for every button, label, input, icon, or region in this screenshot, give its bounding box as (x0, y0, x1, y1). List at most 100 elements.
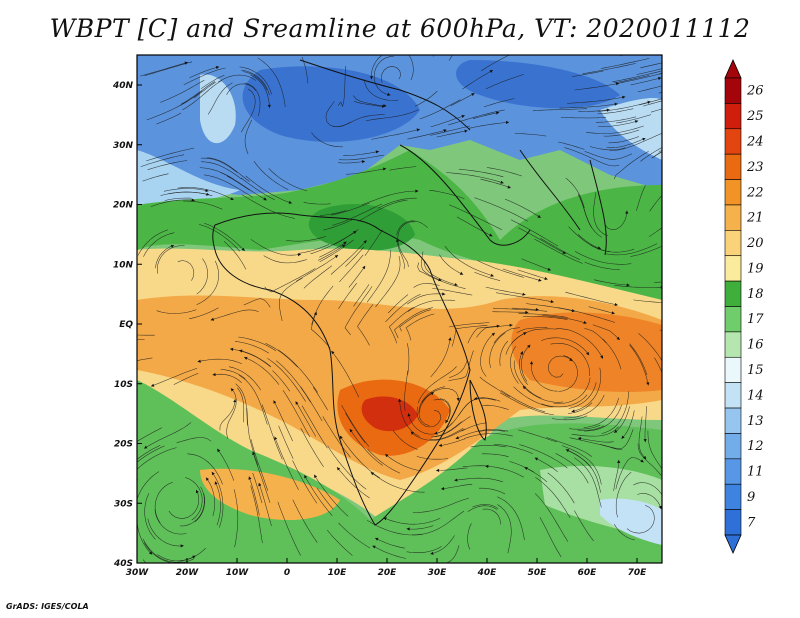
streamline (616, 114, 652, 124)
streamline (339, 254, 364, 282)
streamline (143, 542, 195, 563)
streamline-arrow (658, 76, 662, 81)
streamline-arrow (489, 70, 493, 73)
streamline (250, 239, 302, 256)
streamline (331, 350, 360, 398)
streamline (392, 430, 418, 450)
streamline (333, 230, 357, 246)
streamline (311, 132, 343, 148)
streamline (187, 453, 223, 485)
streamline (519, 351, 528, 385)
streamline (637, 85, 662, 93)
streamline (454, 477, 504, 483)
streamline (499, 392, 554, 416)
streamline (375, 256, 401, 308)
streamline (245, 175, 292, 204)
streamline (659, 73, 662, 75)
streamline (226, 388, 237, 439)
streamline-arrow (621, 435, 625, 439)
streamline (404, 370, 408, 411)
streamline (449, 322, 490, 328)
streamline (367, 449, 401, 474)
streamline (430, 337, 451, 378)
streamline-arrow (625, 210, 629, 214)
streamline (303, 265, 333, 289)
streamline (440, 398, 451, 424)
streamline (563, 394, 605, 419)
streamline (343, 151, 380, 156)
streamline (380, 66, 402, 83)
streamline (405, 313, 435, 341)
streamline-arrow (206, 192, 210, 196)
streamline-arrow (500, 180, 504, 184)
streamline (239, 66, 272, 95)
streamline (143, 422, 192, 449)
streamline (137, 445, 165, 463)
streamline (237, 387, 245, 423)
streamline (137, 357, 153, 361)
streamline (258, 482, 272, 527)
streamline (389, 166, 417, 171)
streamline-arrow (170, 244, 175, 248)
streamline-arrow (244, 356, 248, 360)
streamline (407, 293, 446, 305)
streamline-arrow (507, 185, 511, 189)
streamline (137, 444, 161, 460)
streamline (274, 436, 299, 491)
streamline (146, 147, 195, 162)
map-plot-area (137, 45, 662, 563)
streamline (313, 474, 349, 517)
streamline (277, 501, 301, 556)
streamline (223, 240, 247, 270)
streamline (626, 505, 655, 534)
streamline (541, 337, 590, 356)
streamline-arrow (562, 250, 566, 254)
streamline-arrow (658, 505, 662, 510)
streamline (659, 329, 662, 331)
streamline (636, 68, 662, 75)
streamline-arrow (214, 481, 218, 485)
colorbar-arrow-bottom (724, 534, 742, 554)
streamline (226, 175, 251, 191)
streamline (621, 410, 635, 439)
lon-tick-label: 30W (126, 568, 150, 578)
colorbar-label: 22 (746, 185, 764, 200)
streamline (241, 88, 256, 133)
lat-tick-label: 40S (113, 559, 133, 569)
colorbar-swatch (724, 356, 742, 383)
streamline (505, 332, 527, 355)
streamline (605, 243, 658, 256)
streamline-arrow (295, 401, 299, 405)
streamline-arrow (337, 467, 341, 471)
streamline (597, 108, 634, 115)
streamline-arrow (614, 429, 618, 433)
streamline-arrow (382, 167, 387, 171)
streamline-arrow (523, 332, 527, 336)
streamline (298, 244, 330, 254)
lat-tick-label: 40N (112, 81, 134, 91)
streamline-arrow (550, 299, 554, 304)
colorbar-swatch (724, 77, 742, 104)
streamline-arrow (530, 45, 533, 48)
streamline (272, 370, 291, 392)
streamline (374, 537, 405, 549)
streamline (301, 57, 309, 84)
streamline-arrow (443, 129, 447, 133)
colorbar-swatch (724, 382, 742, 409)
streamline-arrow (606, 108, 610, 112)
streamline (534, 238, 583, 264)
streamline-arrow (534, 457, 539, 461)
streamline (571, 426, 619, 437)
streamline (419, 99, 461, 120)
streamline (638, 416, 647, 460)
streamline (448, 359, 468, 379)
streamline (264, 268, 316, 293)
streamline (568, 382, 597, 409)
streamline (630, 245, 662, 257)
lat-tick-label: 10S (114, 380, 133, 390)
streamline (372, 545, 407, 559)
streamline (478, 430, 506, 432)
streamline (558, 307, 616, 323)
streamline (514, 133, 547, 137)
streamline (550, 343, 590, 377)
